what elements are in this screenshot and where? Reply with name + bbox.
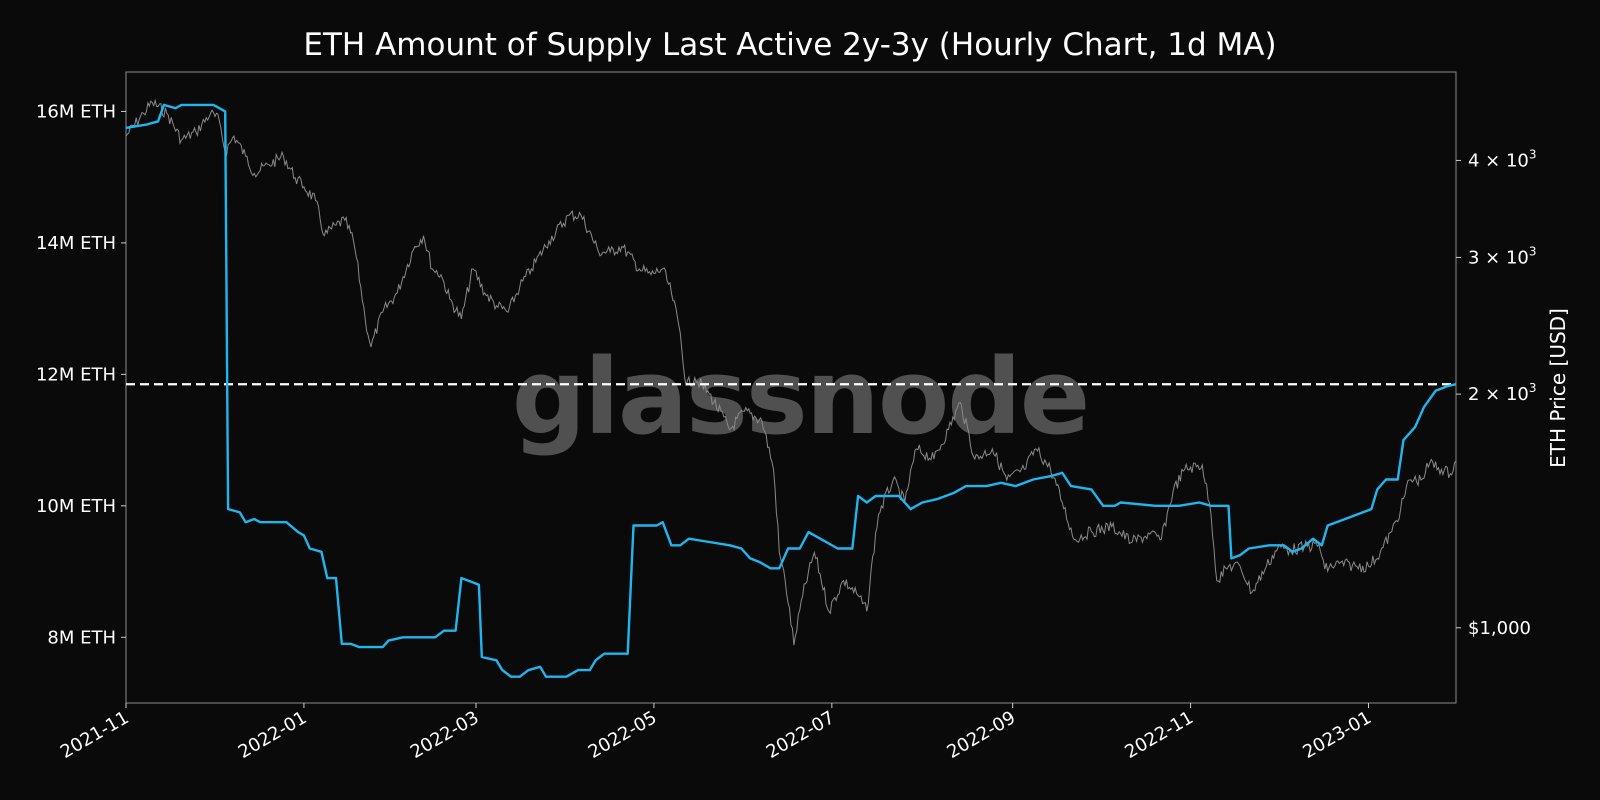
x-tick-label: 2023-01 [1299,707,1375,763]
left-tick-label: 10M ETH [36,496,116,517]
price-series-layer [125,98,1457,646]
x-axis: 2021-11 2022-01 2022-03 2022-05 2022-07 2022-… [57,703,1375,763]
plot-area [125,71,1457,704]
x-tick-label: 2022-01 [235,707,311,763]
right-tick-label: 3 × 103 [1468,244,1537,268]
right-tick-label: 2 × 103 [1468,381,1537,405]
left-tick-label: 16M ETH [36,101,116,122]
x-tick-label: 2022-03 [407,707,483,763]
left-tick-label: 14M ETH [36,233,116,254]
x-tick-label: 2022-05 [585,707,661,763]
right-axis: $1,000 2 × 103 3 × 103 4 × 103 [1456,147,1537,639]
left-tick-label: 8M ETH [47,627,116,648]
right-tick-exponent: 3 [1529,381,1537,395]
left-tick-label: 12M ETH [36,364,116,385]
x-tick-label: 2022-11 [1121,707,1197,763]
supply-series-line [125,103,1457,678]
supply-series-layer [125,103,1457,678]
left-axis: 8M ETH 10M ETH 12M ETH 14M ETH 16M ETH [36,101,126,648]
x-tick-label: 2021-11 [57,707,133,763]
price-series-line [125,98,1457,646]
right-tick-label: 4 × 103 [1468,147,1537,171]
right-tick-exponent: 3 [1529,244,1537,258]
watermark: glassnode [512,336,1089,458]
right-tick-exponent: 3 [1529,147,1537,161]
x-tick-label: 2022-07 [763,707,839,763]
right-tick-label: $1,000 [1468,618,1531,639]
x-tick-label: 2022-09 [944,707,1020,763]
chart-title: ETH Amount of Supply Last Active 2y-3y (… [303,27,1276,63]
right-axis-title: ETH Price [USD] [1546,308,1570,468]
